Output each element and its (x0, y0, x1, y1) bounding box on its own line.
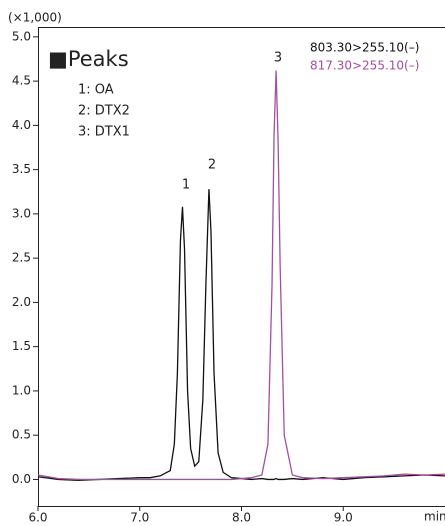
y-tick-label: 1.0 (12, 383, 31, 397)
y-tick-label: 0.5 (12, 428, 31, 442)
peaks-legend-item: 1: OA (78, 83, 114, 98)
series-line (37, 70, 445, 481)
x-tick-label: 7.0 (130, 511, 149, 525)
y-unit-label: (×1,000) (8, 11, 62, 25)
y-tick-label: 5.0 (12, 29, 31, 43)
peak-label: 1 (182, 178, 190, 193)
y-tick-label: 3.5 (12, 162, 31, 176)
y-tick-label: 4.0 (12, 118, 31, 132)
x-tick-label: 8.0 (232, 511, 251, 525)
x-axis-label: min (424, 510, 445, 524)
y-tick-label: 0.0 (12, 472, 31, 486)
x-tick-label: 9.0 (334, 511, 353, 525)
plot-frame (38, 27, 445, 507)
peak-label: 2 (208, 158, 216, 173)
y-tick-label: 4.5 (12, 74, 31, 88)
peaks-legend-title: ■Peaks (48, 47, 129, 71)
peaks-legend-item: 2: DTX2 (78, 104, 130, 119)
legend-entry: 803.30>255.10(–) (310, 41, 419, 55)
series-line (37, 189, 445, 481)
y-tick-label: 1.5 (12, 339, 31, 353)
legend-entry: 817.30>255.10(–) (310, 59, 419, 73)
y-tick-label: 3.0 (12, 206, 31, 220)
peak-label: 3 (274, 51, 282, 66)
peaks-legend-item: 3: DTX1 (78, 125, 130, 140)
y-tick-label: 2.5 (12, 251, 31, 265)
y-tick-label: 2.0 (12, 295, 31, 309)
x-tick-label: 6.0 (28, 511, 47, 525)
